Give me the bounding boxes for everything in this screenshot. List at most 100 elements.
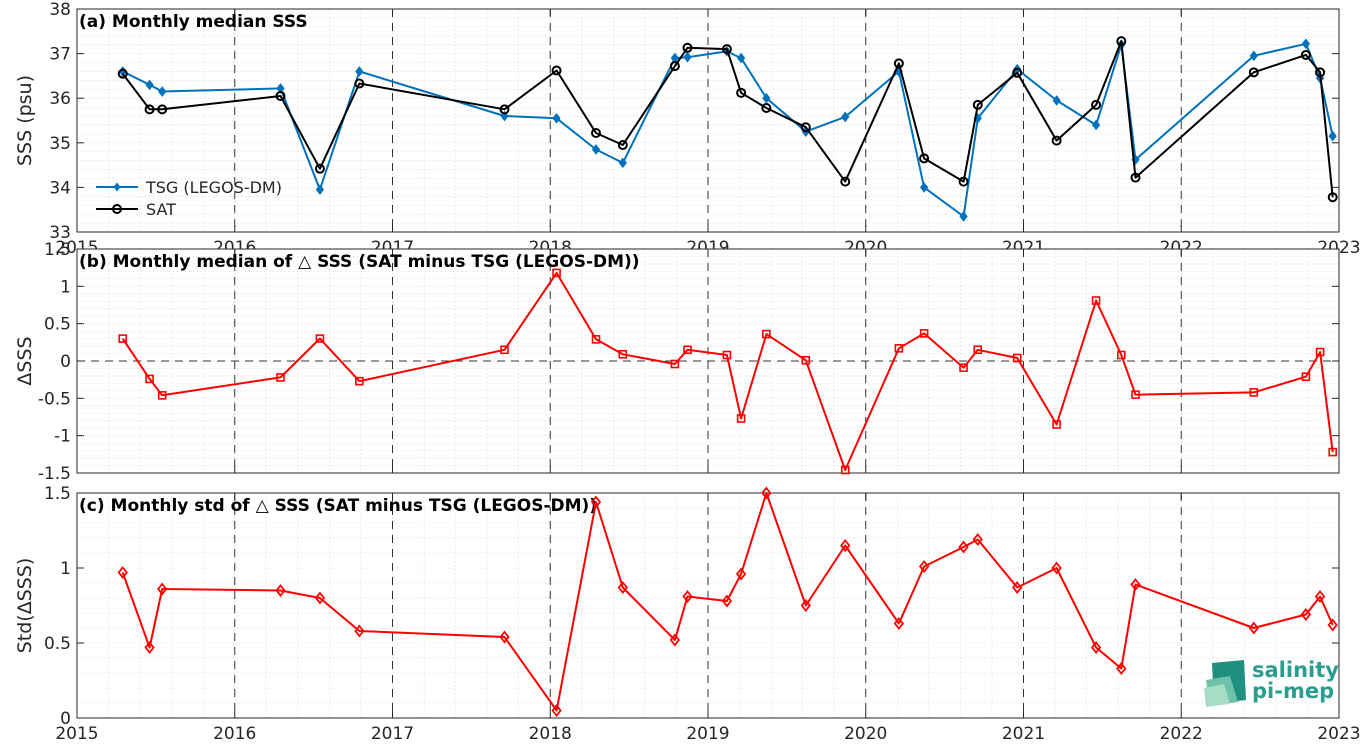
data-point	[275, 90, 286, 101]
data-point	[1052, 95, 1061, 106]
data-point	[499, 630, 510, 644]
data-point	[118, 334, 128, 343]
logo-text-line2: pi-mep	[1252, 679, 1334, 703]
data-point	[157, 582, 168, 596]
data-point	[683, 51, 692, 63]
data-point	[736, 52, 746, 64]
data-point	[840, 539, 851, 552]
data-point	[551, 65, 562, 76]
x-tick-label: 2020	[844, 724, 887, 744]
data-point	[761, 103, 772, 114]
data-point	[591, 335, 601, 344]
data-point	[276, 373, 285, 382]
data-point	[840, 465, 850, 475]
series-1	[117, 36, 1338, 203]
data-point	[1012, 67, 1023, 78]
data-point	[682, 42, 693, 53]
data-point	[618, 349, 628, 359]
data-point	[800, 122, 811, 133]
data-point	[590, 127, 601, 138]
data-point	[314, 163, 325, 174]
data-point	[1052, 420, 1061, 429]
data-point	[145, 79, 154, 91]
data-point	[1117, 350, 1126, 360]
y-axis-label: ΔSSS	[14, 336, 36, 385]
salinity-pi-mep-logo: salinity pi-mep	[1204, 658, 1339, 707]
data-point	[972, 99, 983, 110]
data-point	[669, 633, 681, 647]
data-point	[1315, 67, 1326, 78]
data-point	[617, 140, 628, 151]
data-point	[1301, 38, 1311, 50]
data-point	[893, 58, 904, 69]
data-point	[1249, 50, 1258, 62]
data-point	[158, 86, 167, 97]
data-point	[590, 495, 602, 509]
data-point	[314, 591, 326, 605]
data-point	[682, 590, 693, 603]
data-point	[1300, 608, 1312, 621]
data-point	[157, 104, 168, 115]
data-point	[669, 61, 680, 72]
y-tick-label: 1.5	[44, 240, 71, 260]
data-point	[157, 391, 167, 400]
data-point	[1051, 561, 1062, 575]
legend-marker	[112, 204, 122, 214]
data-point	[735, 567, 747, 581]
x-tick-label: 2021	[1002, 724, 1045, 744]
y-tick-label: -0.5	[38, 389, 71, 409]
series-0	[117, 486, 1338, 717]
data-point	[591, 144, 601, 155]
data-point	[762, 92, 771, 104]
data-point	[1012, 353, 1022, 363]
y-tick-label: 36	[49, 89, 71, 109]
y-tick-label: 35	[49, 134, 71, 154]
data-point	[1012, 581, 1023, 594]
y-tick-label: 0	[60, 352, 71, 372]
data-point	[499, 104, 510, 115]
data-point	[721, 594, 733, 608]
data-point	[893, 617, 905, 630]
data-point	[762, 329, 771, 339]
data-point	[1301, 372, 1311, 381]
data-point	[959, 363, 968, 373]
data-point	[1051, 135, 1062, 146]
data-point	[1090, 641, 1102, 654]
data-point	[1130, 578, 1141, 591]
y-tick-label: 1	[60, 277, 71, 297]
data-point	[1091, 99, 1102, 110]
panel-c: 0 0.5 1 1.5 2015 2016 2017 2018 2019 2020 2021 2022…	[14, 484, 1361, 744]
y-tick-label: 0	[60, 709, 71, 729]
data-point	[144, 104, 155, 115]
data-point	[145, 374, 154, 384]
data-point	[1315, 347, 1325, 357]
data-point	[1248, 67, 1259, 78]
data-point	[275, 584, 286, 597]
data-point	[355, 66, 364, 77]
data-point	[1248, 621, 1259, 635]
data-point	[552, 112, 561, 124]
y-tick-label: -1	[54, 427, 71, 447]
data-point	[972, 533, 983, 546]
panel-title: (a) Monthly median SSS	[79, 12, 308, 32]
x-tick-label: 2022	[1160, 724, 1203, 744]
data-point	[1327, 618, 1338, 632]
data-point	[801, 355, 811, 365]
data-point	[1091, 119, 1101, 131]
data-point	[551, 704, 562, 717]
y-axis-label: Std(ΔSSS)	[14, 558, 36, 654]
data-point	[1314, 590, 1326, 603]
data-point	[1249, 388, 1259, 397]
data-point	[354, 78, 365, 89]
data-point	[683, 345, 692, 355]
data-point	[117, 68, 128, 79]
x-tick-label: 2019	[686, 724, 729, 744]
y-tick-label: 37	[49, 45, 71, 65]
data-point	[959, 211, 968, 222]
data-point	[354, 624, 365, 638]
data-point	[722, 350, 732, 360]
data-point	[617, 581, 628, 594]
series-line	[121, 271, 1334, 471]
